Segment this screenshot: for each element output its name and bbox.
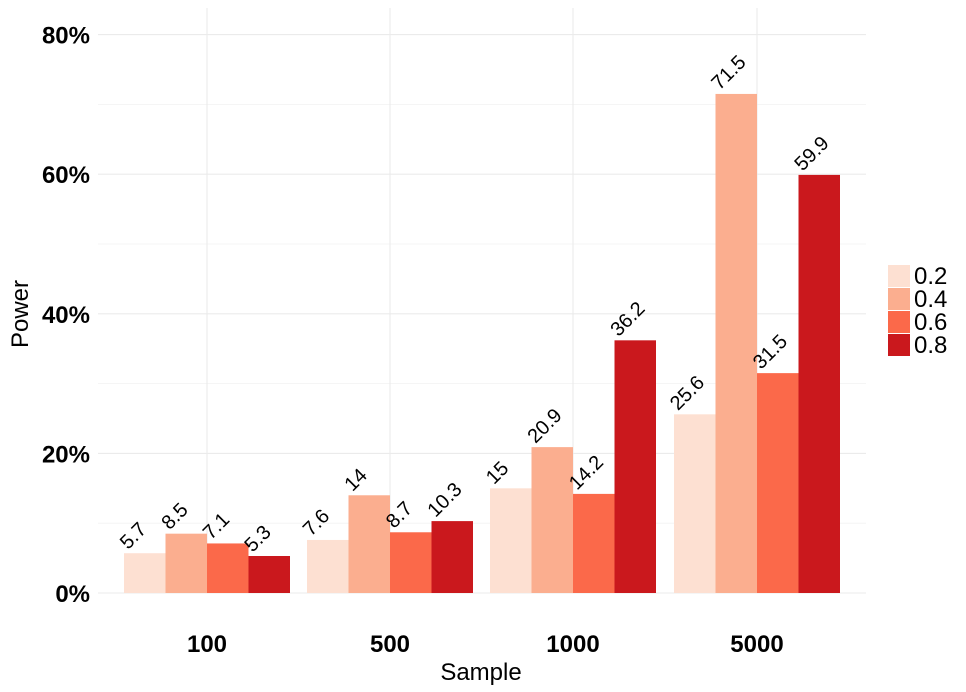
legend-key: [888, 288, 910, 310]
bar: [715, 93, 757, 594]
legend-key: [888, 334, 910, 356]
bar: [531, 447, 573, 593]
x-tick-label: 5000: [730, 631, 783, 658]
data-label: 20.9: [523, 405, 566, 448]
bar: [390, 532, 432, 593]
bar: [614, 340, 656, 593]
bar: [307, 539, 349, 593]
data-label: 8.5: [157, 499, 192, 534]
data-label: 5.7: [116, 519, 151, 554]
data-label: 14: [340, 465, 371, 496]
bar: [124, 553, 166, 593]
bar: [165, 533, 207, 593]
legend-label: 0.2: [914, 263, 947, 290]
bar: [573, 493, 615, 593]
y-axis-title: Power: [7, 280, 34, 348]
legend-label: 0.6: [914, 309, 947, 336]
data-label: 36.2: [606, 298, 649, 341]
data-label: 15: [482, 458, 513, 489]
y-tick-label: 0%: [55, 581, 90, 608]
x-tick-label: 100: [187, 631, 227, 658]
x-axis-title: Sample: [440, 659, 521, 686]
bar: [431, 521, 473, 593]
bar: [348, 495, 390, 593]
bars: [124, 93, 840, 594]
data-label: 59.9: [790, 132, 833, 175]
data-label: 7.6: [299, 505, 334, 540]
data-label: 71.5: [707, 51, 750, 94]
legend-key: [888, 311, 910, 333]
y-tick-label: 40%: [42, 302, 90, 329]
legend-key: [888, 265, 910, 287]
legend-label: 0.4: [914, 286, 947, 313]
bar: [757, 373, 799, 593]
y-tick-label: 60%: [42, 162, 90, 189]
bar: [674, 414, 716, 593]
data-label: 10.3: [423, 479, 466, 522]
y-axis-ticks: 0% 20% 40% 60% 80%: [42, 23, 90, 608]
x-tick-label: 500: [370, 631, 410, 658]
x-tick-label: 1000: [546, 631, 599, 658]
bar: [207, 543, 249, 593]
legend-label: 0.8: [914, 332, 947, 359]
bar: [490, 488, 532, 593]
bar: [798, 174, 840, 593]
data-label: 25.6: [666, 372, 709, 415]
legend: 0.20.40.60.8: [888, 263, 947, 359]
y-tick-label: 20%: [42, 441, 90, 468]
bar: [248, 556, 290, 593]
y-tick-label: 80%: [42, 23, 90, 50]
x-axis-ticks: 100 500 1000 5000: [187, 631, 784, 658]
